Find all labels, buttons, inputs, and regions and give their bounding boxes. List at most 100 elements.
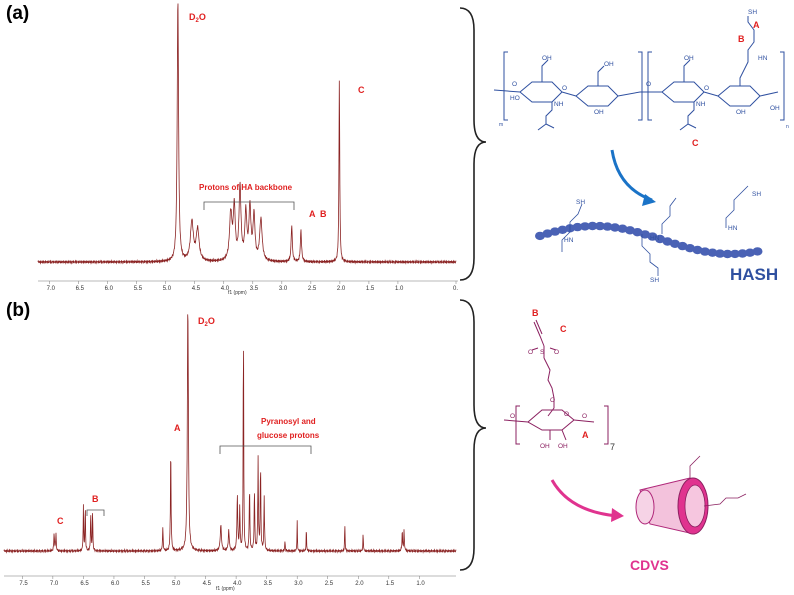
b-tick-label: 1.5 — [386, 581, 395, 587]
atom-o-glyc1: O — [510, 413, 515, 420]
x-axis-label-a: f1 (ppm) — [228, 290, 247, 296]
a-tick-label: 4.5 — [192, 286, 201, 292]
spectrum-trace-b — [3, 314, 457, 554]
a-tick-label: 5.0 — [163, 286, 172, 292]
backbone-label: Protons of HA backbone — [199, 183, 293, 192]
backbone-bracket — [203, 201, 295, 210]
hash-bead — [722, 249, 733, 259]
peak-label-b-A: A — [174, 423, 181, 433]
hash-bead — [640, 230, 650, 239]
hash-bead — [572, 222, 583, 232]
nmr-spectrum-b: 7.5 7.0 6.5 6.0 5.5 5.0 4.5 4.0 3.5 3.0 2.5 2.0 1.5 1… — [3, 314, 457, 592]
cdvs-title: CDVS — [630, 557, 669, 573]
atom-oh-3: OH — [594, 109, 604, 116]
atom-ho-1: HO — [510, 95, 520, 102]
peak-b-bracket — [86, 509, 105, 516]
atom-o-4: O — [704, 85, 709, 92]
b-tick-label: 1.0 — [416, 581, 425, 587]
hash-bead-chain — [535, 221, 763, 259]
atom-sh-b3: SH — [752, 191, 761, 198]
hash-bead — [647, 232, 658, 241]
cdvs-label-A: A — [582, 430, 589, 440]
x-axis-label-b: f1 (ppm) — [216, 586, 235, 592]
hash-bead — [745, 248, 755, 257]
atom-sh-b2: SH — [650, 277, 659, 284]
atom-o-glyc2: O — [582, 413, 587, 420]
atom-hn-b3: HN — [728, 225, 738, 232]
a-tick-label: 0. — [453, 286, 458, 292]
spectrum-trace-a — [37, 3, 457, 265]
hash-bead — [602, 222, 613, 231]
cd-narrow-rim — [635, 489, 655, 525]
arrow-cdvs — [550, 479, 619, 518]
hash-bead — [700, 247, 710, 256]
pyranosyl-bracket — [219, 445, 312, 454]
braces — [459, 7, 487, 571]
b-tick-label: 7.0 — [50, 581, 59, 587]
ring-3 — [661, 81, 705, 103]
a-tick-label: 2.0 — [337, 286, 346, 292]
hash-bead — [632, 228, 643, 237]
cdvs-label-C: C — [560, 324, 567, 334]
atom-oh-5: OH — [736, 109, 746, 116]
hash-bead — [730, 249, 740, 259]
b-tick-label: 2.0 — [355, 581, 364, 587]
hash-bead — [662, 237, 673, 246]
brace-a — [459, 7, 487, 281]
brace-b — [459, 299, 487, 571]
b-tick-label: 2.5 — [325, 581, 334, 587]
d2o-label-a: D2O — [189, 12, 206, 24]
atom-oh-c1: OH — [540, 443, 550, 450]
a-tick-label: 3.5 — [250, 286, 259, 292]
hash-bead — [550, 227, 560, 236]
hash-bead — [707, 248, 718, 257]
atom-oh-4: OH — [684, 55, 694, 62]
b-tick-label: 3.5 — [264, 581, 273, 587]
ring-2 — [575, 85, 619, 107]
a-tick-label: 2.5 — [308, 286, 317, 292]
atom-nh-2: NH — [696, 101, 706, 108]
b-tick-label: 3.0 — [294, 581, 303, 587]
hash-bead — [535, 231, 545, 241]
panel-label-b: (b) — [6, 300, 31, 321]
peak-label-a-A: A — [309, 209, 316, 219]
bracket-left-m — [503, 51, 508, 121]
b-tick-label: 5.0 — [172, 581, 181, 587]
hash-bead — [557, 225, 568, 234]
a-tick-label: 1.5 — [366, 286, 375, 292]
b-tick-label: 4.5 — [203, 581, 212, 587]
bracket-left-n — [647, 51, 652, 121]
peak-label-b-C: C — [57, 516, 64, 526]
hash-bead — [610, 223, 620, 232]
atom-o-1: O — [512, 81, 517, 88]
atom-sh-b1: SH — [576, 199, 585, 206]
hash-scheme: O OH HO NH O OH OH O OH NH O HN SH OH OH… — [493, 9, 789, 284]
repeat-n: n — [786, 124, 789, 130]
pyranosyl-label-1: Pyranosyl and — [261, 417, 316, 426]
b-tick-label: 6.0 — [111, 581, 120, 587]
hash-bead — [617, 224, 628, 233]
hash-label-B: B — [738, 34, 745, 44]
atom-hn-b2: HN — [650, 235, 660, 242]
a-tick-label: 4.0 — [221, 286, 230, 292]
atom-hn-b1: HN — [564, 237, 574, 244]
atom-sh-top: SH — [748, 9, 757, 16]
hash-bead — [542, 229, 553, 238]
a-tick-label: 7.0 — [47, 286, 56, 292]
cdvs-scheme: S O O O O O O OH OH B C A 7 CDVS — [503, 308, 747, 573]
hash-bead — [595, 221, 605, 231]
atom-o-2: O — [562, 85, 567, 92]
pyranosyl-label-2: glucose protons — [257, 431, 320, 440]
atom-s: S — [540, 349, 545, 356]
hash-bead — [692, 245, 703, 255]
peak-label-a-B: B — [320, 209, 327, 219]
atom-o-link: O — [550, 397, 555, 404]
cdvs-label-B: B — [532, 308, 539, 318]
nmr-spectrum-a: 7.0 6.5 6.0 5.5 5.0 4.5 4.0 3.5 3.0 2.5 2.0 1.5 1.0 0… — [37, 3, 458, 296]
arrow-hash — [610, 149, 653, 202]
b-tick-label: 5.5 — [141, 581, 150, 587]
panel-label-a: (a) — [6, 3, 30, 24]
peak-label-a-C: C — [358, 85, 365, 95]
a-tick-label: 6.5 — [76, 286, 85, 292]
repeat-7: 7 — [610, 442, 615, 452]
